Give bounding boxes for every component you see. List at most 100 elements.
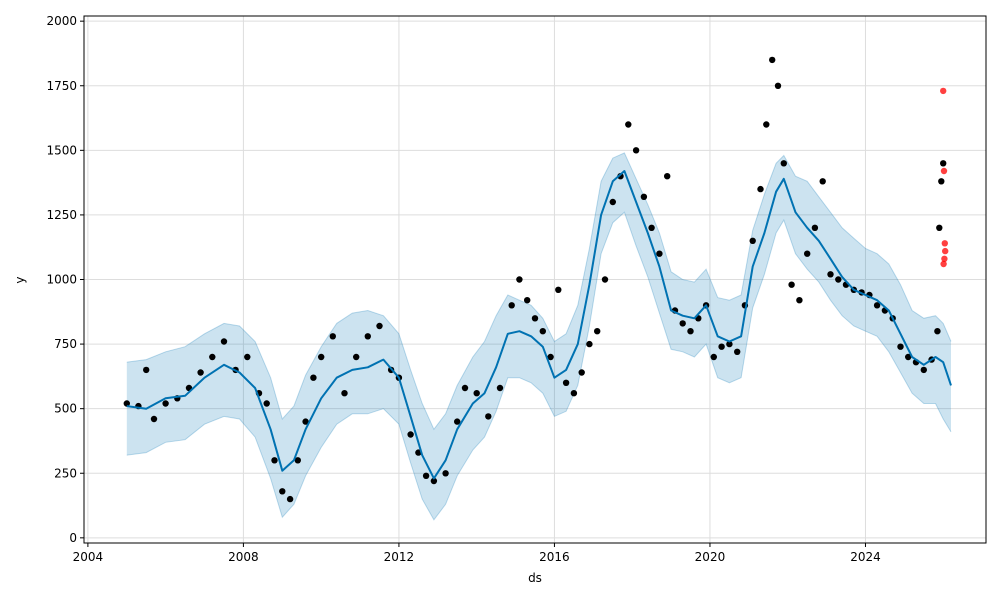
x-tick-label: 2016 [539, 550, 570, 564]
observed-point [578, 369, 585, 376]
observed-point [640, 193, 648, 200]
observed-point [648, 224, 655, 231]
y-tick-label: 1000 [46, 273, 77, 287]
observed-point [162, 400, 169, 407]
observed-point [341, 390, 348, 397]
observed-point [454, 418, 461, 425]
observed-point [774, 82, 782, 90]
observed-point [302, 418, 309, 425]
uncertainty-band [126, 152, 952, 520]
observed-point [376, 322, 383, 330]
observed-point [473, 390, 480, 397]
observed-point [150, 415, 158, 423]
observed-point [485, 413, 492, 420]
observed-point [780, 160, 787, 167]
observed-point [811, 224, 819, 231]
observed-point [827, 271, 834, 278]
outlier-point [941, 255, 948, 262]
observed-points-layer [123, 56, 947, 503]
observed-point [726, 340, 733, 348]
observed-point [294, 457, 301, 464]
observed-point [263, 400, 270, 407]
band-upper-edge [126, 152, 952, 431]
observed-point [625, 121, 632, 128]
outlier-points-layer [940, 87, 949, 268]
band-lower-edge [126, 211, 952, 521]
observed-point [310, 374, 317, 381]
observed-point [220, 338, 228, 345]
y-tick-label: 1750 [46, 79, 77, 93]
observed-point [710, 353, 717, 361]
observed-point [364, 333, 371, 340]
observed-point [570, 390, 578, 397]
observed-point [329, 333, 336, 340]
x-tick-label: 2004 [73, 550, 104, 564]
observed-point [562, 379, 570, 386]
observed-point [835, 276, 842, 283]
observed-point [920, 366, 927, 374]
x-tick-label: 2024 [850, 550, 881, 564]
observed-point [496, 384, 504, 392]
outlier-point [942, 247, 949, 255]
observed-point [547, 353, 554, 361]
observed-point [718, 343, 725, 350]
observed-point [687, 328, 694, 335]
observed-point [905, 353, 912, 361]
y-tick-label: 750 [54, 337, 77, 351]
y-tick-label: 250 [54, 466, 77, 480]
uncertainty-band-layer [126, 152, 952, 521]
outlier-point [940, 167, 948, 175]
observed-point [819, 178, 826, 185]
observed-point [934, 328, 941, 335]
observed-point [524, 297, 531, 304]
observed-point [197, 369, 204, 376]
observed-point [461, 384, 469, 392]
observed-point [318, 353, 325, 361]
observed-point [271, 457, 278, 464]
observed-point [897, 343, 904, 350]
observed-point [734, 348, 741, 355]
observed-point [936, 224, 943, 231]
observed-point [601, 276, 609, 283]
observed-point [508, 302, 515, 309]
observed-point [796, 297, 803, 304]
x-tick-label: 2020 [695, 550, 726, 564]
x-axis-label: ds [528, 571, 542, 585]
observed-point [749, 237, 756, 244]
observed-point [763, 121, 770, 128]
outlier-point [940, 87, 947, 95]
x-tick-label: 2008 [228, 550, 259, 564]
observed-point [539, 328, 546, 335]
forecast-line-layer [126, 170, 952, 480]
observed-point [422, 472, 430, 479]
observed-point [788, 281, 795, 288]
y-tick-label: 500 [54, 402, 77, 416]
observed-point [143, 366, 150, 374]
observed-point [873, 302, 881, 309]
y-tick-label: 1250 [46, 208, 77, 222]
y-tick-label: 0 [69, 531, 77, 545]
observed-point [555, 286, 562, 293]
observed-point [586, 340, 593, 348]
observed-point [442, 470, 449, 477]
observed-point [286, 495, 294, 503]
observed-point [632, 147, 640, 154]
y-axis-label: y [13, 276, 27, 283]
observed-point [430, 477, 438, 485]
observed-point [804, 250, 811, 257]
observed-point [594, 328, 601, 335]
observed-point [244, 353, 251, 361]
observed-point [769, 56, 776, 64]
observed-point [656, 250, 663, 257]
observed-point [531, 315, 539, 322]
outlier-point [941, 240, 948, 247]
observed-point [353, 353, 360, 361]
y-tick-label: 1500 [46, 143, 77, 157]
observed-point [516, 276, 523, 283]
observed-point [940, 160, 947, 167]
observed-point [407, 431, 414, 438]
y-tick-label: 2000 [46, 14, 77, 28]
forecast-line [126, 170, 952, 480]
observed-point [757, 185, 764, 193]
